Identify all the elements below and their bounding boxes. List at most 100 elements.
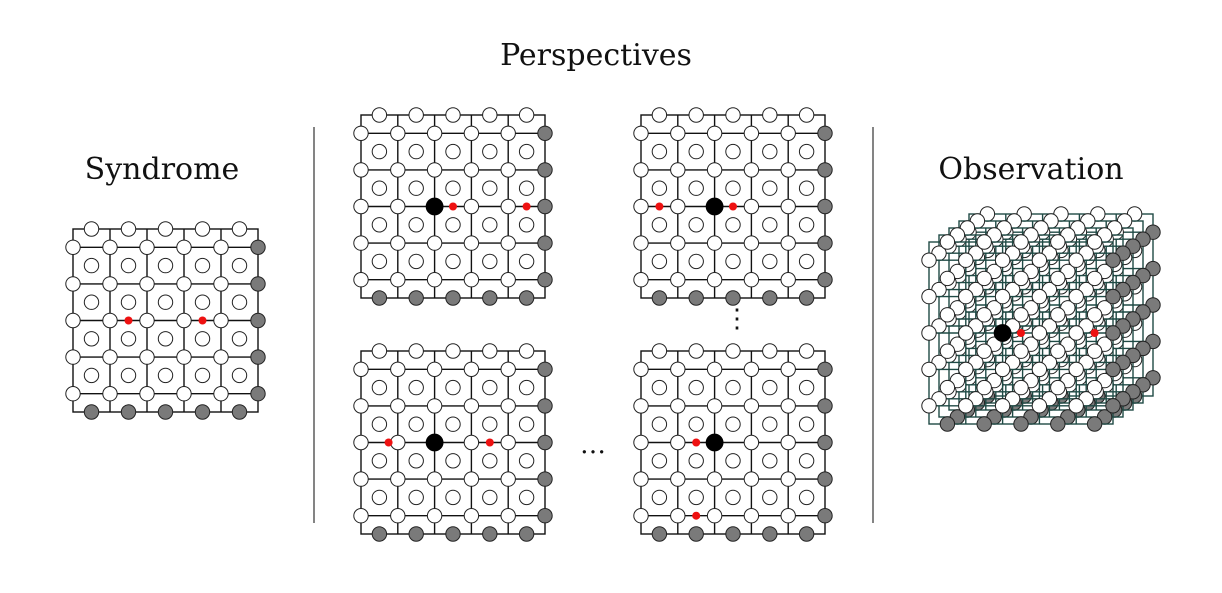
data-qubit: [231, 257, 248, 274]
data-qubit: [670, 272, 686, 288]
data-qubit: [120, 294, 137, 310]
data-qubit: [371, 217, 388, 233]
boundary-qubit: [445, 290, 461, 306]
boundary-qubit: [1105, 325, 1121, 341]
data-qubit: [1086, 307, 1103, 323]
data-qubit: [194, 257, 211, 274]
data-qubit: [371, 489, 388, 506]
data-qubit: [743, 235, 760, 251]
data-qubit: [762, 107, 778, 123]
data-qubit: [706, 125, 723, 142]
data-qubit: [1068, 361, 1084, 378]
data-qubit: [371, 453, 388, 469]
data-qubit: [1068, 288, 1084, 305]
data-qubit: [762, 253, 778, 270]
data-qubit: [651, 489, 668, 506]
data-qubit: [706, 235, 723, 251]
data-qubit: [83, 257, 100, 274]
data-qubit: [1050, 343, 1066, 359]
boundary-qubit: [651, 290, 668, 306]
data-qubit: [921, 398, 937, 414]
data-qubit: [725, 343, 741, 359]
data-qubit: [762, 379, 778, 396]
data-qubit: [176, 276, 192, 292]
data-qubit: [780, 508, 796, 524]
defect-dot: [1017, 329, 1025, 337]
boundary-qubit: [688, 526, 704, 542]
data-qubit: [353, 361, 369, 377]
data-qubit: [633, 398, 649, 414]
perspective-lattice-4: [633, 343, 833, 542]
data-qubit: [463, 235, 480, 251]
syndrome-title: Syndrome: [84, 152, 240, 187]
data-qubit: [157, 294, 174, 310]
data-qubit: [176, 349, 192, 365]
boundary-qubit: [817, 508, 833, 524]
data-qubit: [725, 143, 741, 160]
data-qubit: [688, 416, 704, 432]
data-qubit: [976, 343, 992, 359]
data-qubit: [780, 434, 796, 451]
data-qubit: [157, 257, 174, 274]
data-qubit: [670, 125, 686, 142]
data-qubit: [353, 272, 369, 288]
boundary-qubit: [83, 404, 100, 420]
data-qubit: [426, 272, 443, 288]
data-qubit: [500, 272, 516, 288]
data-qubit: [518, 453, 535, 469]
data-qubit: [518, 253, 535, 270]
data-qubit: [390, 198, 406, 215]
data-qubit: [371, 107, 388, 123]
data-qubit: [353, 198, 369, 215]
data-qubit: [371, 343, 388, 359]
data-qubit: [798, 453, 815, 469]
data-qubit: [353, 398, 369, 414]
data-qubit: [482, 416, 498, 432]
data-qubit: [83, 367, 100, 384]
data-qubit: [670, 471, 686, 487]
data-qubit: [994, 288, 1011, 305]
data-qubit: [463, 361, 480, 377]
data-qubit: [743, 272, 760, 288]
data-qubit: [1031, 288, 1048, 305]
boundary-qubit: [725, 526, 741, 542]
data-qubit: [500, 434, 516, 451]
data-qubit: [762, 343, 778, 359]
data-qubit: [518, 489, 535, 506]
data-qubit: [725, 217, 741, 233]
defect-dot: [449, 202, 457, 211]
data-qubit: [213, 276, 229, 292]
data-qubit: [1086, 379, 1103, 396]
boundary-qubit: [688, 290, 704, 306]
data-qubit: [518, 107, 535, 123]
data-qubit: [176, 312, 192, 329]
data-qubit: [780, 398, 796, 414]
data-qubit: [633, 198, 649, 215]
boundary-qubit: [817, 198, 833, 215]
data-qubit: [725, 180, 741, 196]
data-qubit: [390, 272, 406, 288]
data-qubit: [633, 361, 649, 377]
data-qubit: [157, 331, 174, 347]
focus-qubit: [425, 197, 444, 216]
defect-dot: [198, 316, 207, 325]
data-qubit: [743, 198, 760, 215]
data-qubit: [780, 272, 796, 288]
focus-qubit: [993, 324, 1012, 342]
boundary-qubit: [1105, 288, 1121, 305]
data-qubit: [213, 239, 229, 256]
data-qubit: [390, 508, 406, 524]
data-qubit: [706, 398, 723, 414]
data-qubit: [762, 416, 778, 432]
data-qubit: [482, 453, 498, 469]
boundary-qubit: [537, 235, 553, 251]
data-qubit: [780, 471, 796, 487]
data-qubit: [194, 367, 211, 384]
data-qubit: [976, 270, 992, 287]
data-qubit: [65, 349, 81, 365]
data-qubit: [976, 307, 992, 323]
data-qubit: [463, 125, 480, 142]
data-qubit: [762, 143, 778, 160]
syndrome-lattice: [65, 221, 266, 420]
data-qubit: [120, 367, 137, 384]
